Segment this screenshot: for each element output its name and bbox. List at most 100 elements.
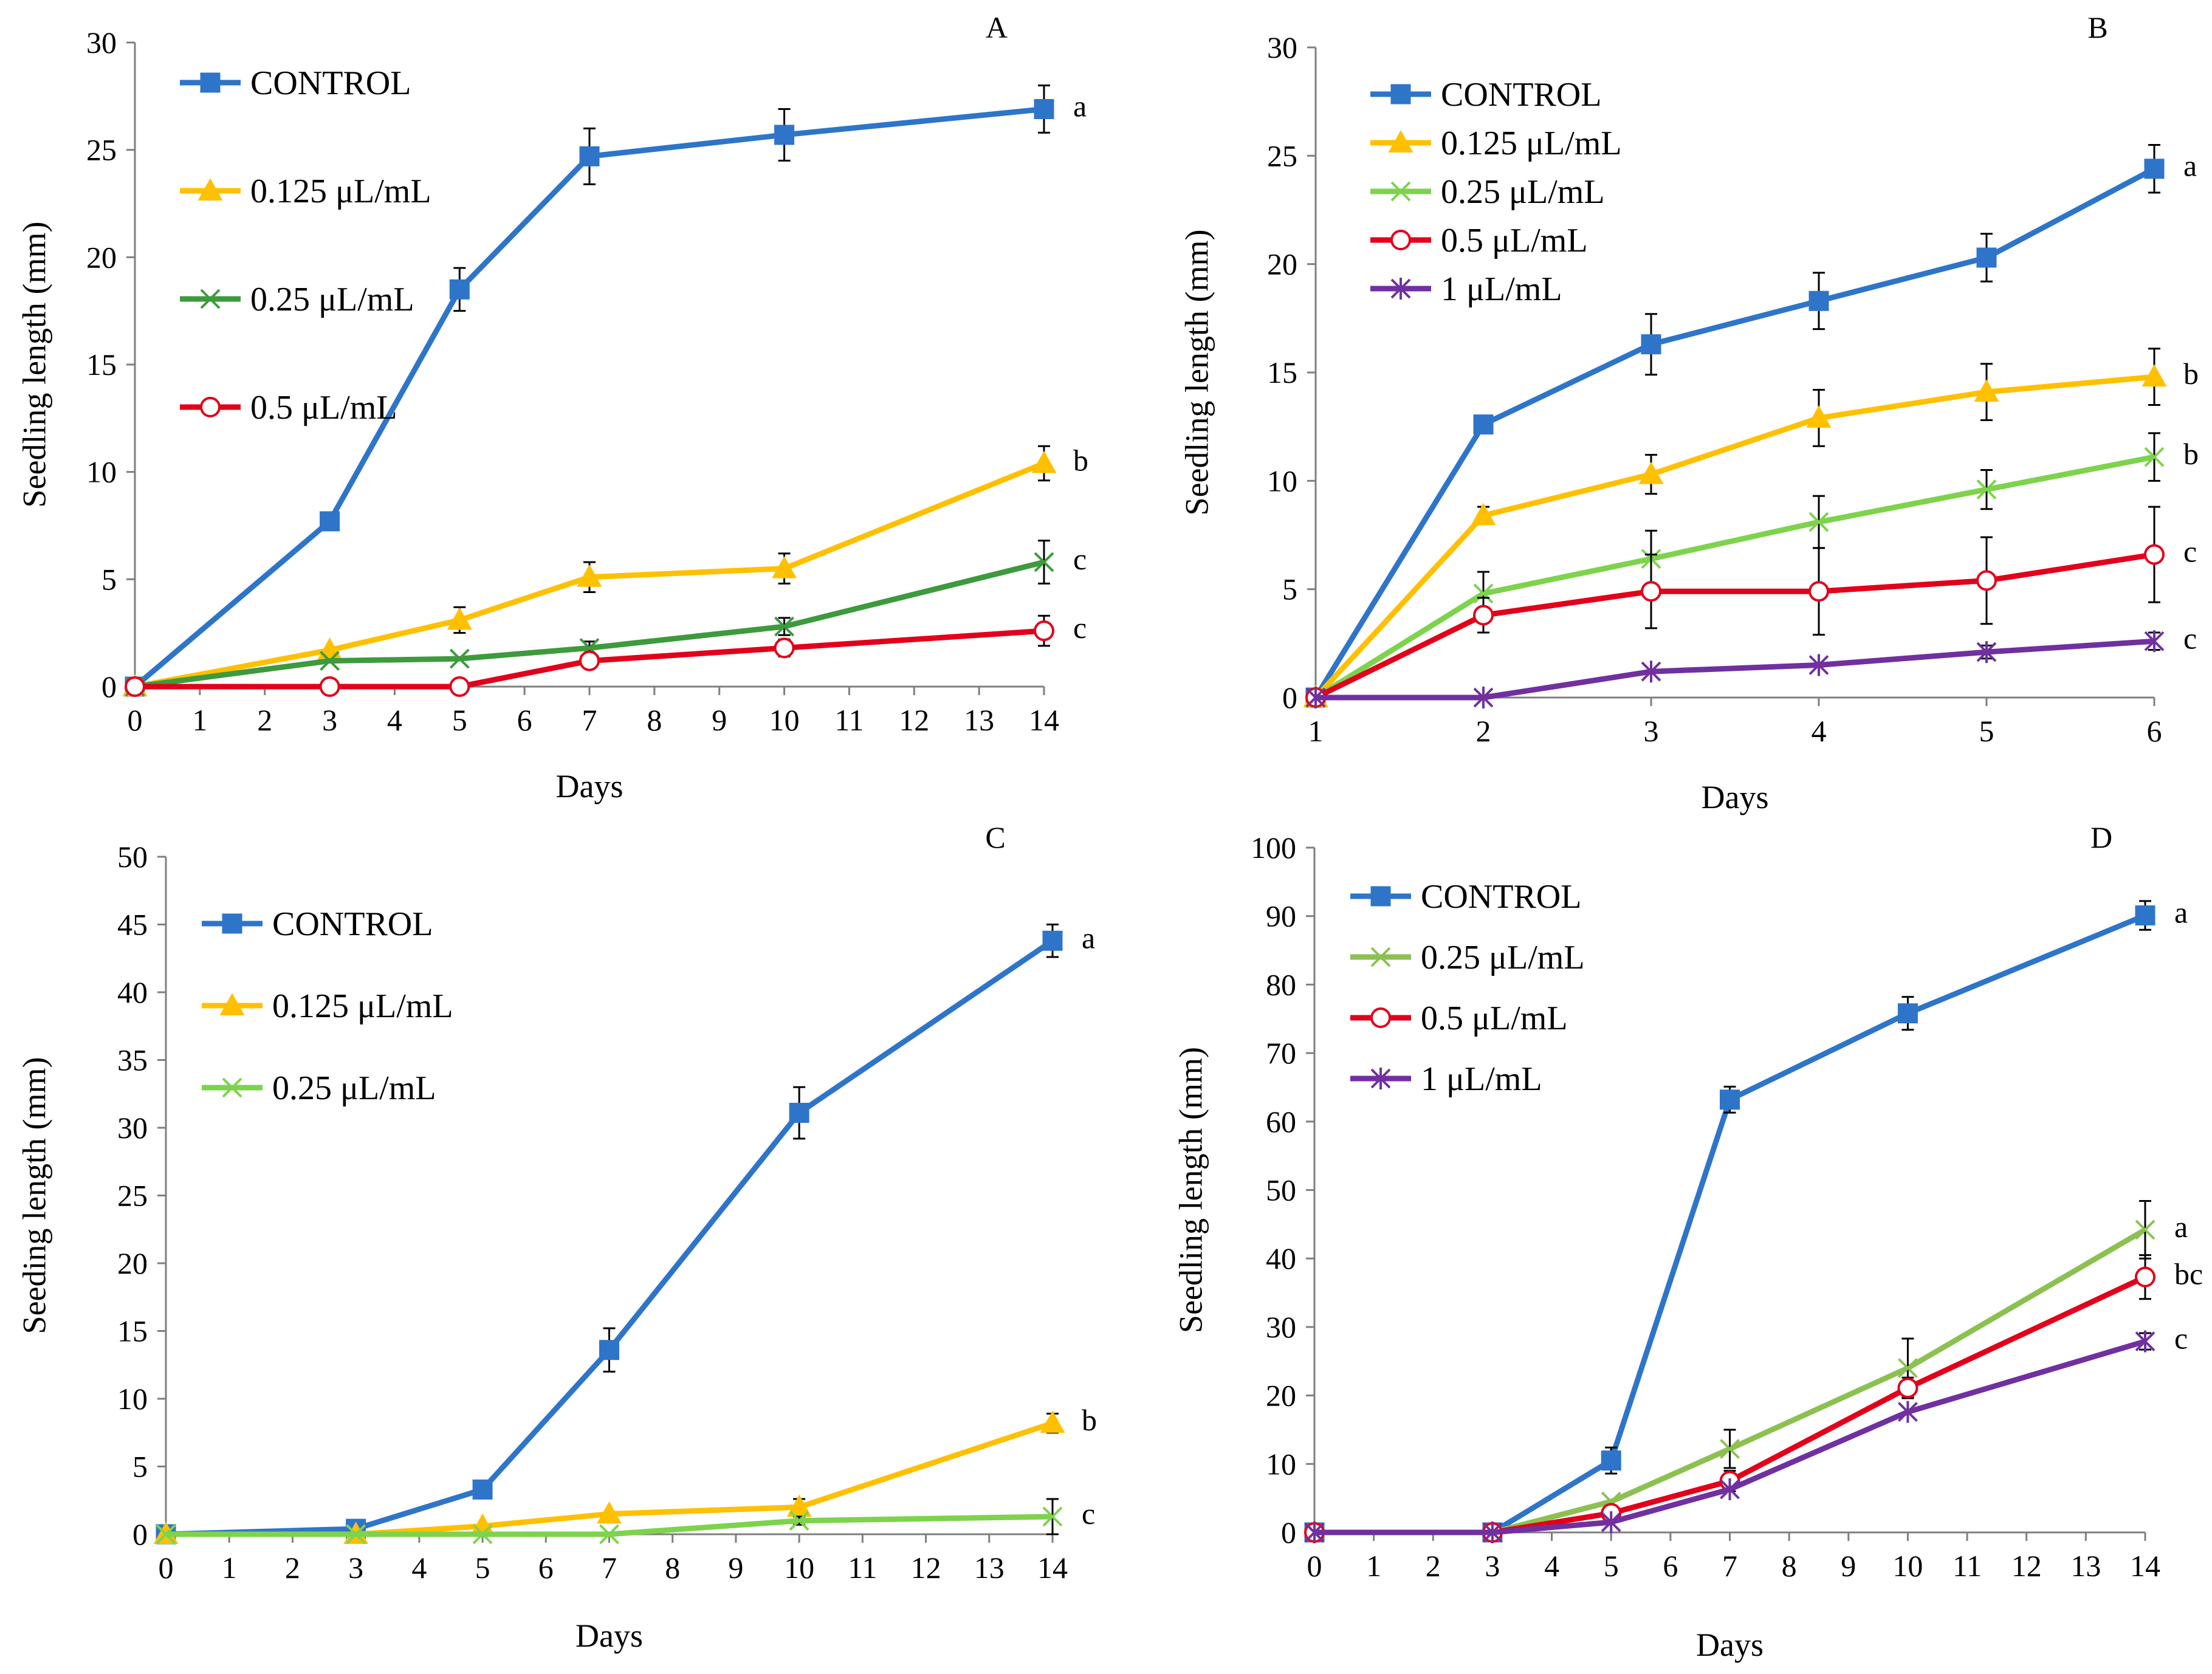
series-0: a xyxy=(1305,144,2197,708)
legend-label: 0.125 μL/mL xyxy=(272,987,453,1025)
x-tick-label: 8 xyxy=(647,703,662,737)
panel-letter: D xyxy=(2090,820,2112,854)
legend-label: 0.5 μL/mL xyxy=(250,389,397,427)
x-tick-label: 4 xyxy=(1812,714,1827,748)
legend-item: 0.5 μL/mL xyxy=(1370,222,1588,259)
x-tick-label: 14 xyxy=(1037,1551,1068,1585)
x-tick-label: 0 xyxy=(128,703,143,737)
chart-panel-b: 0 5 10 15 20 25 30 1 2 3 4 5 6 Seedling length (mm) Da… xyxy=(1178,10,2199,815)
data-point xyxy=(449,676,470,697)
significance-label: c xyxy=(1073,542,1087,576)
x-tick-label: 11 xyxy=(1953,1549,1982,1583)
legend-marker xyxy=(1370,1007,1391,1028)
x-tick-label: 10 xyxy=(784,1551,814,1585)
data-point xyxy=(599,1524,619,1545)
significance-label: a xyxy=(1073,89,1087,123)
x-tick-label: 2 xyxy=(257,703,272,737)
x-tick-label: 4 xyxy=(387,703,402,737)
x-tick-label: 0 xyxy=(1307,1549,1322,1583)
data-point xyxy=(774,125,795,145)
legend-item: 0.125 μL/mL xyxy=(202,987,453,1025)
x-tick-label: 2 xyxy=(1426,1549,1441,1583)
x-axis-title: Days xyxy=(575,1617,643,1654)
x-tick-label: 13 xyxy=(974,1551,1005,1585)
legend-marker xyxy=(1390,278,1411,300)
x-tick-label: 3 xyxy=(1644,714,1659,748)
data-point xyxy=(1473,583,1494,604)
data-point xyxy=(1034,552,1054,572)
x-tick-label: 12 xyxy=(899,703,929,737)
data-point xyxy=(320,511,340,532)
legend-item: 0.25 μL/mL xyxy=(202,1069,436,1107)
y-tick-label: 30 xyxy=(117,1111,148,1145)
data-point xyxy=(346,1524,366,1545)
legend-label: 0.25 μL/mL xyxy=(272,1069,436,1107)
x-tick-label: 13 xyxy=(964,703,994,737)
x-tick-label: 14 xyxy=(1029,703,1059,737)
x-tick-label: 11 xyxy=(834,703,864,737)
legend-item: 0.125 μL/mL xyxy=(180,173,431,210)
data-point xyxy=(2135,905,2155,926)
y-tick-label: 5 xyxy=(1282,572,1297,606)
x-tick-label: 13 xyxy=(2070,1549,2101,1583)
data-point xyxy=(774,637,795,659)
data-point xyxy=(1641,581,1661,602)
y-tick-label: 0 xyxy=(132,1517,148,1551)
data-point xyxy=(1473,414,1494,435)
y-tick-label: 60 xyxy=(1266,1105,1296,1139)
data-point xyxy=(1808,290,1829,311)
x-tick-label: 7 xyxy=(1722,1549,1737,1583)
data-point xyxy=(2144,447,2165,467)
x-tick-label: 14 xyxy=(2130,1549,2160,1583)
data-point xyxy=(1304,1521,1325,1543)
legend-marker xyxy=(200,397,221,417)
legend-marker xyxy=(200,289,221,309)
y-tick-label: 15 xyxy=(86,348,117,382)
data-point xyxy=(1720,1478,1740,1500)
y-tick-label: 5 xyxy=(132,1450,148,1484)
y-tick-label: 40 xyxy=(117,975,148,1009)
data-point xyxy=(789,1511,809,1531)
x-tick-label: 4 xyxy=(1544,1549,1559,1583)
data-point xyxy=(579,146,600,166)
data-point xyxy=(789,1102,809,1123)
x-tick-label: 0 xyxy=(159,1551,174,1585)
significance-label: bc xyxy=(2174,1257,2203,1291)
series-4: c xyxy=(1305,621,2197,708)
data-point xyxy=(1473,687,1494,708)
y-tick-label: 30 xyxy=(1267,30,1297,64)
significance-label: a xyxy=(2174,1210,2188,1244)
x-tick-label: 12 xyxy=(2011,1549,2042,1583)
y-tick-label: 40 xyxy=(1266,1241,1296,1275)
series-line xyxy=(1313,374,2155,700)
y-axis-title: Seedling length (mm) xyxy=(1178,230,1215,516)
series-line xyxy=(1314,552,2155,701)
legend-marker xyxy=(1370,886,1391,907)
x-tick-label: 4 xyxy=(411,1551,427,1585)
data-point xyxy=(1031,450,1057,473)
legend-marker xyxy=(222,913,242,934)
y-tick-label: 20 xyxy=(1266,1379,1296,1413)
legend-item: CONTROL xyxy=(1350,878,1581,916)
y-tick-label: 20 xyxy=(117,1246,148,1280)
data-point xyxy=(1808,581,1829,602)
y-tick-label: 10 xyxy=(86,455,117,489)
y-tick-label: 25 xyxy=(1267,139,1297,173)
series-3: c xyxy=(1304,1322,2188,1543)
data-point xyxy=(1034,620,1054,642)
data-point xyxy=(1976,247,1997,268)
data-point xyxy=(1042,930,1063,951)
series-line xyxy=(1314,1339,2146,1535)
y-tick-label: 20 xyxy=(1267,247,1297,281)
panel-letter: C xyxy=(985,820,1005,854)
x-tick-label: 6 xyxy=(2147,714,2162,748)
data-point xyxy=(579,650,600,671)
data-point xyxy=(1305,687,1326,708)
x-tick-label: 5 xyxy=(475,1551,490,1585)
series-line xyxy=(133,106,1045,689)
y-tick-label: 50 xyxy=(1266,1173,1296,1207)
legend-label: 1 μL/mL xyxy=(1421,1060,1542,1098)
data-point xyxy=(1042,1506,1063,1527)
legend-marker xyxy=(1390,181,1411,202)
x-tick-label: 3 xyxy=(322,703,337,737)
